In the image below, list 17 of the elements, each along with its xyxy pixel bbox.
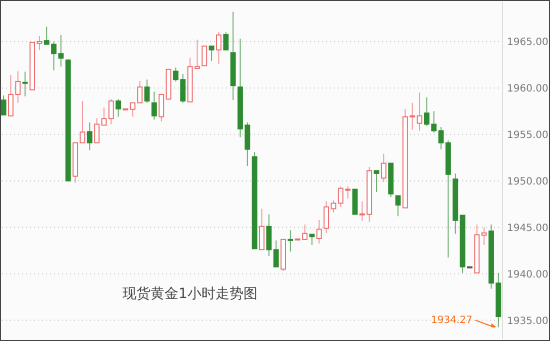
candlestick bbox=[216, 32, 222, 64]
annotation: 1934.27 bbox=[431, 315, 472, 326]
candlestick bbox=[230, 11, 236, 101]
candlestick bbox=[481, 226, 487, 246]
y-tick-label: 1950.00 bbox=[507, 176, 548, 188]
y-tick-label: 1935.00 bbox=[507, 316, 548, 327]
candlestick bbox=[22, 71, 28, 97]
y-tick-label: 1960.00 bbox=[507, 83, 548, 94]
y-tick-label: 1965.00 bbox=[507, 36, 548, 48]
y-tick-label: 1955.00 bbox=[507, 130, 548, 141]
y-tick-label: 1940.00 bbox=[507, 269, 548, 280]
candlestick bbox=[288, 230, 294, 252]
candlestick bbox=[266, 214, 272, 257]
candlestick bbox=[380, 153, 386, 182]
y-tick-label: 1945.00 bbox=[507, 222, 548, 234]
candlestick bbox=[452, 172, 458, 234]
text: 现货黄金1小时走势图 bbox=[122, 286, 258, 302]
